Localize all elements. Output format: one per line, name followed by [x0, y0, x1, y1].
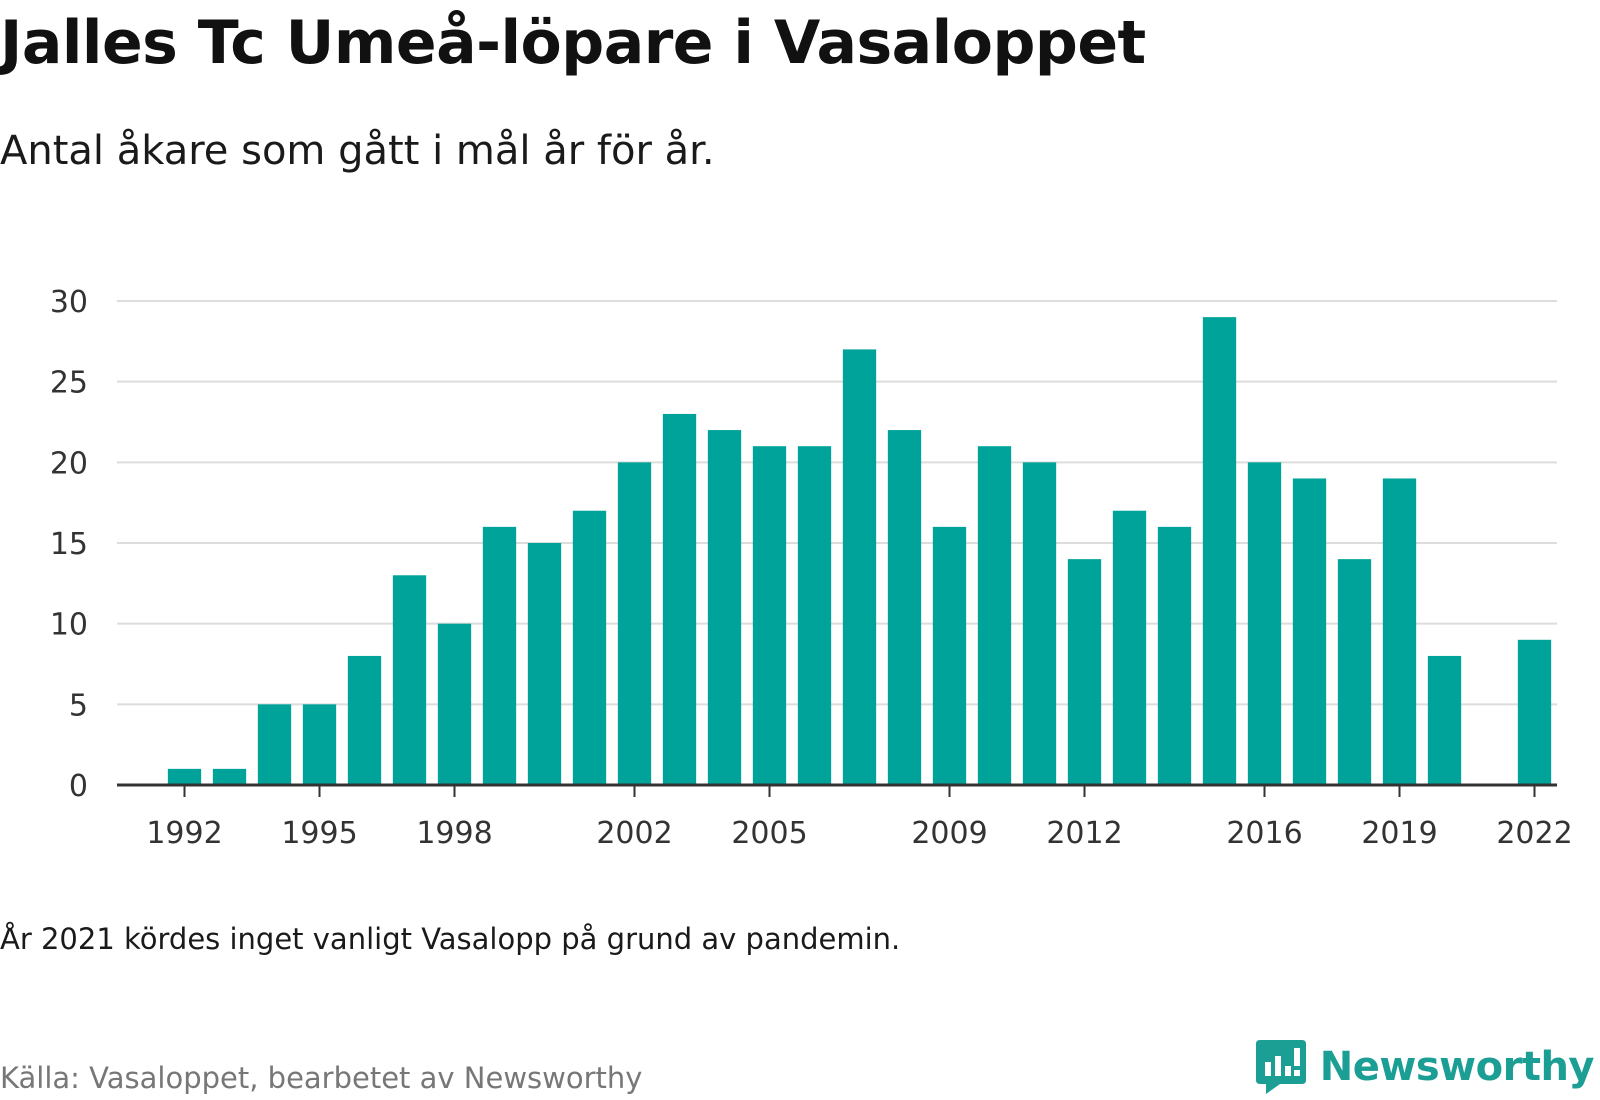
bar-1993 [212, 768, 247, 785]
x-tick-label: 2005 [731, 816, 807, 851]
bar-2019 [1382, 478, 1417, 785]
y-tick-label: 25 [50, 366, 88, 401]
bar-2003 [662, 413, 697, 785]
bar-1992 [167, 768, 202, 785]
bar-2006 [797, 446, 832, 785]
bar-1999 [482, 526, 517, 785]
bar-2010 [977, 446, 1012, 785]
bar-2022 [1517, 639, 1552, 785]
x-tick-label: 2022 [1496, 816, 1572, 851]
bar-1994 [257, 704, 292, 785]
bar-2002 [617, 462, 652, 785]
bar-2007 [842, 349, 877, 785]
bar-1997 [392, 575, 427, 785]
bar-2000 [527, 543, 562, 785]
x-tick-label: 2009 [911, 816, 987, 851]
chart-title: Jalles Tc Umeå-löpare i Vasaloppet [0, 8, 1146, 78]
y-tick-label: 15 [50, 527, 88, 562]
bar-2005 [752, 446, 787, 785]
chart-subtitle: Antal åkare som gått i mål år för år. [0, 128, 715, 174]
y-tick-label: 20 [50, 446, 88, 481]
x-tick-label: 2002 [596, 816, 672, 851]
source-text: Källa: Vasaloppet, bearbetet av Newswort… [0, 1061, 643, 1095]
bars [167, 317, 1552, 785]
bar-2001 [572, 510, 607, 785]
bar-2016 [1247, 462, 1282, 785]
x-tick-label: 2019 [1361, 816, 1437, 851]
bar-2013 [1112, 510, 1147, 785]
bar-2011 [1022, 462, 1057, 785]
axes [117, 783, 1557, 797]
bar-2012 [1067, 559, 1102, 785]
bar-2015 [1202, 317, 1237, 785]
bar-2018 [1337, 559, 1372, 785]
brand-name: Newsworthy [1319, 1044, 1595, 1090]
y-tick-label: 5 [69, 688, 88, 723]
bar-2017 [1292, 478, 1327, 785]
chart-note: År 2021 kördes inget vanligt Vasalopp på… [0, 922, 901, 956]
bar-1996 [347, 655, 382, 785]
x-tick-label: 1998 [416, 816, 492, 851]
x-tick-label: 2012 [1046, 816, 1122, 851]
bar-2004 [707, 430, 742, 785]
bar-chart: 0 5 10 15 20 25 30 1992 1995 1998 2002 2005 2009 2012… [50, 285, 1573, 851]
x-tick-label: 1992 [146, 816, 222, 851]
y-tick-label: 0 [69, 769, 88, 804]
x-tick-label: 1995 [281, 816, 357, 851]
newsworthy-logo: Newsworthy [1255, 1040, 1595, 1094]
y-tick-label: 10 [50, 608, 88, 643]
newsworthy-logo-icon [1255, 1040, 1306, 1094]
bar-1995 [302, 704, 337, 785]
tick-labels: 0 5 10 15 20 25 30 1992 1995 1998 2002 2005 2009 2012… [50, 285, 1573, 851]
bar-2020 [1427, 655, 1462, 785]
bar-1998 [437, 623, 472, 785]
x-tick-label: 2016 [1226, 816, 1302, 851]
bar-2008 [887, 430, 922, 785]
bar-2014 [1157, 526, 1192, 785]
y-tick-label: 30 [50, 285, 88, 320]
bar-2009 [932, 526, 967, 785]
